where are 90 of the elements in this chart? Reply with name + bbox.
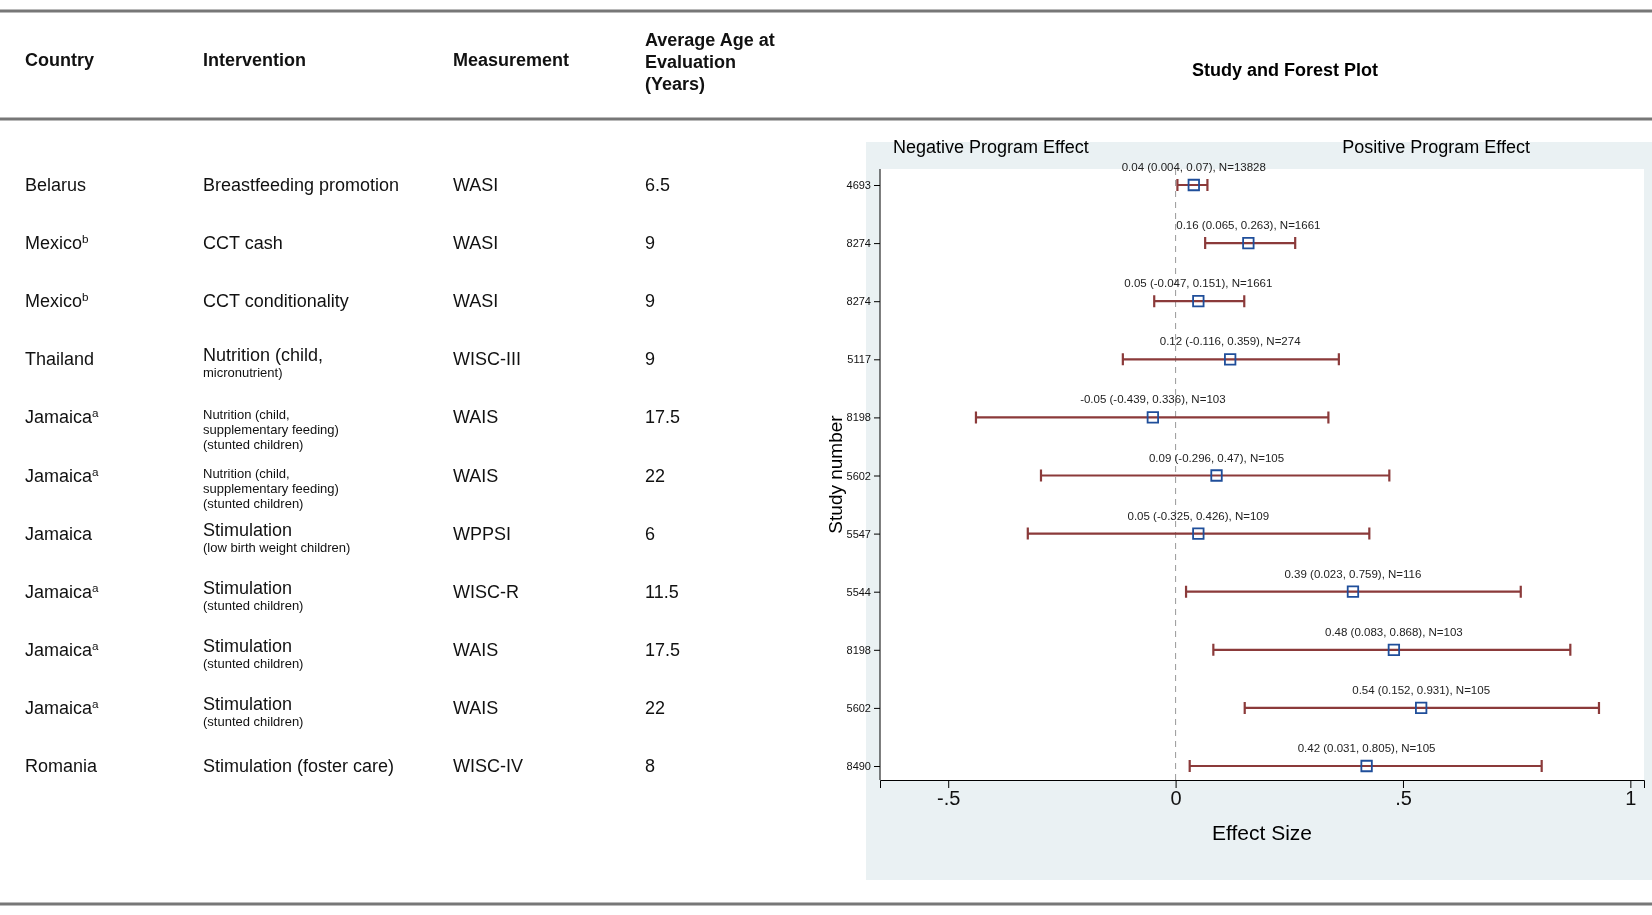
y-tick-label: 8274 [846, 295, 871, 308]
point [1360, 759, 1373, 773]
text: Romania [25, 756, 99, 776]
text: 11.5 [645, 581, 679, 602]
text: Negative Program Effect [893, 137, 1089, 157]
data-label: 0.05 (-0.047, 0.151), N=1661 [1124, 277, 1273, 290]
text: WASI [453, 233, 499, 254]
text: 9 [645, 233, 656, 254]
text: 17.5 [645, 407, 681, 428]
text: 22 [645, 465, 666, 486]
text: 22 [645, 697, 666, 718]
point [1415, 701, 1428, 715]
point [1387, 643, 1401, 656]
data-label: 0.12 (-0.116, 0.359), N=274 [1159, 335, 1302, 348]
text: Positive Program Effect [1342, 137, 1530, 157]
point [1187, 178, 1200, 192]
x-tick-label: .5 [1395, 787, 1412, 810]
y-axis-title: Study number [825, 414, 846, 534]
point [1146, 411, 1159, 424]
x-tick-label: -.5 [937, 787, 961, 810]
text: Stimulation (low birth weight children) [203, 519, 351, 555]
data-label: 0.16 (0.065, 0.263), N=1661 [1176, 219, 1321, 232]
text: WASI [453, 291, 499, 312]
text: Mexico$^{b}$ [25, 289, 90, 312]
chart-title: Study and Forest Plot [1191, 60, 1379, 80]
data-label: 0.09 (-0.296, 0.47), N=105 [1148, 451, 1285, 464]
x-axis-title: Effect Size [1212, 821, 1312, 844]
y-tick-label: 5544 [846, 585, 871, 598]
data-label: -0.05 (-0.439, 0.336), N=103 [1080, 393, 1226, 406]
point [1224, 353, 1237, 366]
text: Breastfeeding promotion [203, 175, 400, 195]
text: 9 [645, 291, 656, 312]
text: WPPSI [453, 523, 512, 544]
x-tick-label: 1 [1625, 787, 1637, 810]
text: 17.5 [645, 639, 681, 660]
data-label: 0.42 (0.031, 0.805), N=105 [1297, 742, 1436, 754]
text: Stimulation (stunted children) [203, 577, 304, 613]
y-tick-label: 4693 [846, 179, 871, 192]
text: Nutrition (child, micronutrient) [203, 345, 324, 381]
text: Nutrition (child, supplementary feeding) (stunted children) [203, 465, 339, 511]
y-tick-label: 8490 [846, 760, 871, 773]
y-tick-label: 8198 [846, 411, 871, 424]
y-tick-label: 8274 [846, 237, 871, 250]
y-tick-label: 5602 [846, 701, 871, 714]
text: Jamaica [25, 523, 94, 544]
text: Mexico$^{b}$ [25, 231, 90, 254]
data-label: 0.04 (0.004, 0.07), N=13828 [1121, 161, 1266, 173]
point [1210, 469, 1223, 482]
text: WISC-IV [453, 756, 523, 776]
text: Measurement [453, 50, 570, 70]
point [1192, 527, 1205, 540]
text: Nutrition (child, supplementary feeding) (stunted children) [203, 407, 339, 453]
data-label: 0.48 (0.083, 0.868), N=103 [1324, 625, 1463, 638]
text: WISC-R [453, 581, 519, 602]
text: CCT cash [203, 233, 283, 254]
text: Belarus [25, 175, 87, 195]
text: 8 [645, 756, 656, 776]
text: Stimulation (stunted children) [203, 693, 304, 729]
text: Jamaica$^{a}$ [25, 405, 100, 428]
text: Stimulation (stunted children) [203, 635, 304, 671]
text: 6.5 [645, 175, 671, 195]
text: WAIS [453, 465, 499, 486]
data-label: 0.54 (0.152, 0.931), N=105 [1352, 683, 1491, 696]
x-tick-label: 0 [1170, 787, 1182, 810]
point [1242, 236, 1255, 250]
text: WAIS [453, 639, 499, 660]
text: Jamaica$^{a}$ [25, 696, 100, 718]
text: WASI [453, 175, 499, 195]
y-tick-label: 5547 [846, 527, 871, 540]
y-tick-label: 5602 [846, 469, 871, 482]
text: 6 [645, 523, 656, 544]
point [1192, 295, 1205, 308]
data-label: 0.39 (0.023, 0.759), N=116 [1284, 567, 1422, 580]
text: CCT conditionality [203, 291, 349, 312]
text: Average Age at Evaluation (Years) [645, 30, 775, 94]
text: Country [25, 50, 94, 70]
text: Stimulation (foster care) [203, 756, 395, 776]
text: WAIS [453, 407, 499, 428]
y-tick-label: 5117 [847, 353, 871, 366]
text: 9 [645, 349, 656, 370]
y-tick-label: 8198 [846, 643, 871, 656]
text: Jamaica$^{a}$ [25, 464, 100, 486]
text: Jamaica$^{a}$ [25, 638, 100, 660]
point [1346, 585, 1360, 598]
text: Thailand [25, 349, 95, 370]
text: WISC-III [453, 349, 521, 370]
data-label: 0.05 (-0.325, 0.426), N=109 [1127, 509, 1270, 522]
text: WAIS [453, 697, 499, 718]
text: Intervention [203, 50, 307, 70]
text: Jamaica$^{a}$ [25, 580, 100, 602]
